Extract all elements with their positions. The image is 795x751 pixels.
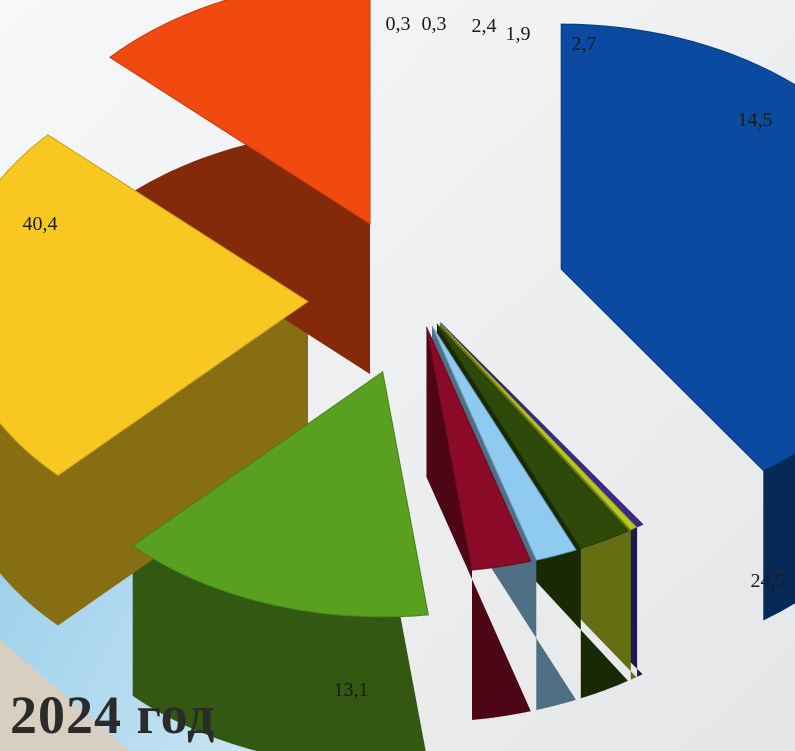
pie-slice-6 [426,326,532,571]
slice-label-6: 2,7 [572,33,597,55]
slice-label-8: 24,5 [751,570,786,592]
pie-slice-1 [560,23,795,472]
pie-slice-4 [436,323,629,549]
slice-wall-7 [132,371,429,751]
slice-label-4: 2,4 [472,15,497,37]
pie-slice-5 [431,325,577,561]
pie-slice-9 [109,0,371,226]
slice-label-2: 0,3 [386,13,411,35]
slice-label-9: 13,1 [334,679,369,701]
pie-slice-2 [440,322,644,528]
pie-slice-7 [131,371,429,618]
slice-label-3: 0,3 [422,13,447,35]
slice-side-7 [132,371,429,751]
pie-slice-8 [0,134,309,477]
slice-label-7: 14,5 [738,109,773,131]
chart-caption: 2024 год [10,685,216,745]
slice-label-5: 1,9 [506,23,531,45]
pie-slice-3 [439,322,638,531]
background-corner [0,640,130,751]
slice-label-1: 40,4 [23,213,58,235]
